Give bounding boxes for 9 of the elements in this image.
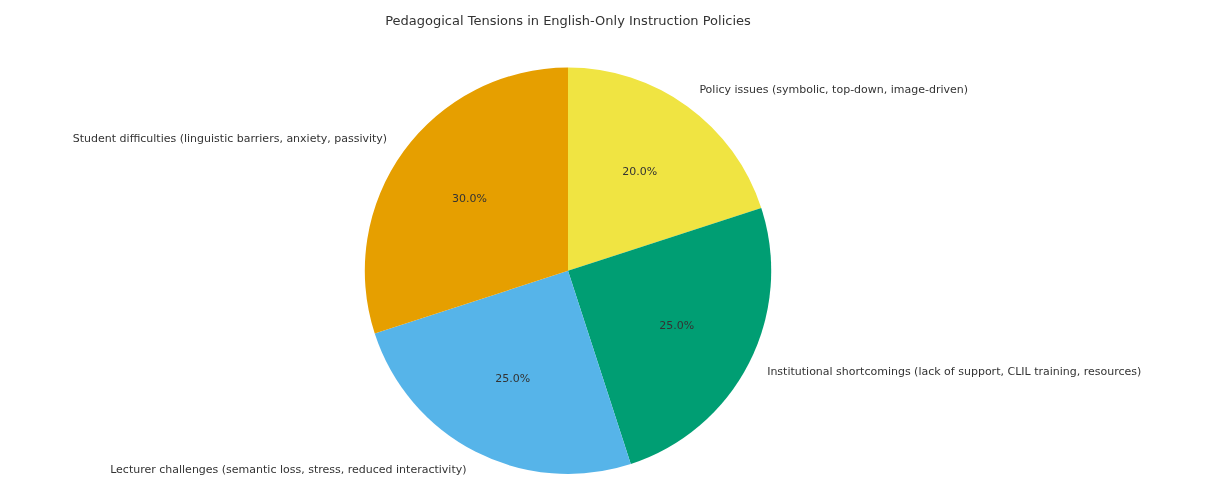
data-label: 30.0% — [451, 192, 487, 205]
chart-title: Pedagogical Tensions in English-Only Instruction Policies — [385, 13, 752, 29]
slice-label: Policy issues (symbolic, top-down, image-driven) — [699, 82, 969, 96]
data-label: 25.0% — [659, 319, 695, 333]
slice-label: Lecturer challenges (semantic loss, stress, reduced interactivity) — [110, 462, 467, 476]
slice-label: Institutional shortcomings (lack of support, CLIL training, resources) — [767, 365, 1142, 379]
data-label: 20.0% — [622, 165, 658, 179]
slice-label: Student difficulties (linguistic barriers, anxiety, passivity) — [72, 132, 388, 146]
data-label: 25.0% — [495, 372, 531, 386]
